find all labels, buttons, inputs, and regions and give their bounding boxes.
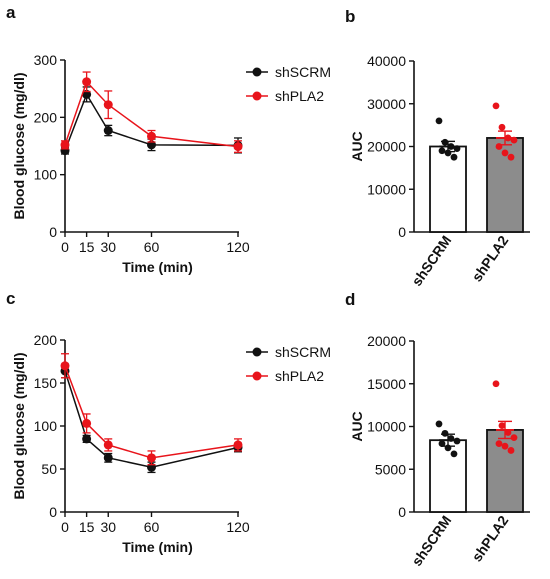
y-tick-label: 150	[34, 375, 58, 391]
replicate-point-shSCRM	[435, 420, 443, 428]
x-tick-label: 0	[61, 519, 69, 535]
x-tick-label: 30	[100, 239, 116, 255]
data-point-shPLA2	[103, 100, 113, 110]
data-point-shPLA2	[147, 131, 156, 141]
panel-label: d	[345, 290, 355, 309]
x-tick-label: 120	[226, 239, 250, 255]
y-tick-label: 30000	[367, 96, 406, 112]
replicate-point-shPLA2	[498, 123, 506, 131]
data-point-shPLA2	[60, 361, 70, 371]
x-tick-label: 30	[100, 519, 116, 535]
replicate-point-shSCRM	[441, 138, 449, 146]
panel-label: c	[6, 289, 15, 308]
x-axis-title: Time (min)	[122, 259, 193, 275]
panel-label: b	[345, 7, 355, 26]
y-tick-label: 10000	[367, 419, 406, 435]
y-axis-title: AUC	[349, 131, 365, 161]
replicate-point-shPLA2	[501, 442, 509, 450]
data-point-shSCRM	[103, 453, 113, 463]
category-label: shSCRM	[408, 513, 454, 569]
y-axis-title: Blood glucose (mg/dl)	[11, 73, 27, 220]
data-point-shPLA2	[60, 140, 70, 150]
replicate-point-shSCRM	[438, 147, 446, 155]
data-point-shSCRM	[103, 126, 113, 136]
replicate-point-shPLA2	[507, 447, 515, 454]
replicate-point-shPLA2	[510, 434, 518, 442]
x-tick-label: 60	[144, 239, 160, 255]
y-tick-label: 15000	[367, 376, 406, 392]
replicate-point-shSCRM	[435, 117, 443, 125]
data-point-shPLA2	[233, 440, 243, 450]
replicate-point-shPLA2	[507, 153, 515, 161]
replicate-point-shPLA2	[492, 380, 500, 388]
data-point-shSCRM	[82, 434, 92, 444]
x-axis-title: Time (min)	[122, 539, 193, 555]
panel-b-bar-chart: b 0 10000 20000 30000 40000 AUC shSCRM shPLA2	[345, 7, 530, 289]
legend-marker	[252, 371, 262, 381]
legend-label: shSCRM	[275, 64, 331, 80]
bar-shSCRM	[429, 145, 467, 233]
y-tick-label: 10000	[367, 181, 406, 197]
x-tick-label: 15	[79, 519, 95, 535]
replicate-point-shSCRM	[441, 429, 449, 437]
x-tick-label: 60	[144, 519, 160, 535]
y-tick-label: 40000	[367, 53, 406, 69]
bar-shPLA2	[486, 429, 524, 513]
y-tick-label: 50	[41, 461, 57, 477]
x-tick-label: 120	[226, 519, 250, 535]
legend-label: shSCRM	[275, 344, 331, 360]
replicate-point-shSCRM	[438, 440, 446, 447]
y-tick-label: 300	[34, 52, 58, 68]
x-tick-label: 15	[79, 239, 95, 255]
data-point-shPLA2	[82, 77, 92, 87]
replicate-point-shPLA2	[495, 440, 503, 447]
y-tick-label: 20000	[367, 333, 406, 349]
legend-marker	[252, 67, 262, 77]
y-tick-label: 0	[398, 504, 406, 520]
replicate-point-shPLA2	[492, 102, 500, 110]
data-point-shPLA2	[233, 142, 243, 152]
y-axis-title: AUC	[349, 411, 365, 441]
legend-label: shPLA2	[275, 88, 324, 104]
y-tick-label: 0	[49, 224, 57, 240]
data-point-shPLA2	[82, 418, 92, 428]
category-label: shPLA2	[468, 232, 511, 284]
y-tick-label: 5000	[375, 461, 406, 477]
panel-a-line-chart: a 0 100 200 300 0 15 30 60 120 Time (min) Blood glu…	[6, 3, 331, 275]
category-label: shPLA2	[468, 512, 511, 564]
series-line-shPLA2	[64, 365, 239, 459]
data-point-shPLA2	[103, 440, 113, 450]
y-tick-label: 100	[34, 418, 58, 434]
y-tick-label: 100	[34, 167, 58, 183]
panel-c-line-chart: c 0 50 100 150 200 0 15 30 60 120 Time (min) Blood g…	[6, 289, 331, 555]
y-tick-label: 0	[49, 504, 57, 520]
y-tick-label: 0	[398, 224, 406, 240]
y-tick-label: 200	[34, 332, 58, 348]
replicate-point-shSCRM	[450, 450, 458, 458]
data-point-shPLA2	[147, 453, 156, 463]
legend-marker	[252, 347, 262, 357]
legend-marker	[252, 91, 262, 101]
replicate-point-shSCRM	[450, 153, 458, 161]
y-tick-label: 200	[34, 109, 58, 125]
replicate-point-shPLA2	[498, 422, 506, 430]
y-axis-title: Blood glucose (mg/dl)	[11, 353, 27, 500]
bar-shPLA2	[486, 137, 524, 233]
category-label: shSCRM	[408, 233, 454, 289]
replicate-point-shPLA2	[501, 149, 509, 157]
panel-label: a	[6, 3, 16, 22]
y-tick-label: 20000	[367, 139, 406, 155]
panel-d-bar-chart: d 0 5000 10000 15000 20000 AUC shSCRM shPLA2	[345, 290, 530, 569]
legend-label: shPLA2	[275, 368, 324, 384]
x-tick-label: 0	[61, 239, 69, 255]
